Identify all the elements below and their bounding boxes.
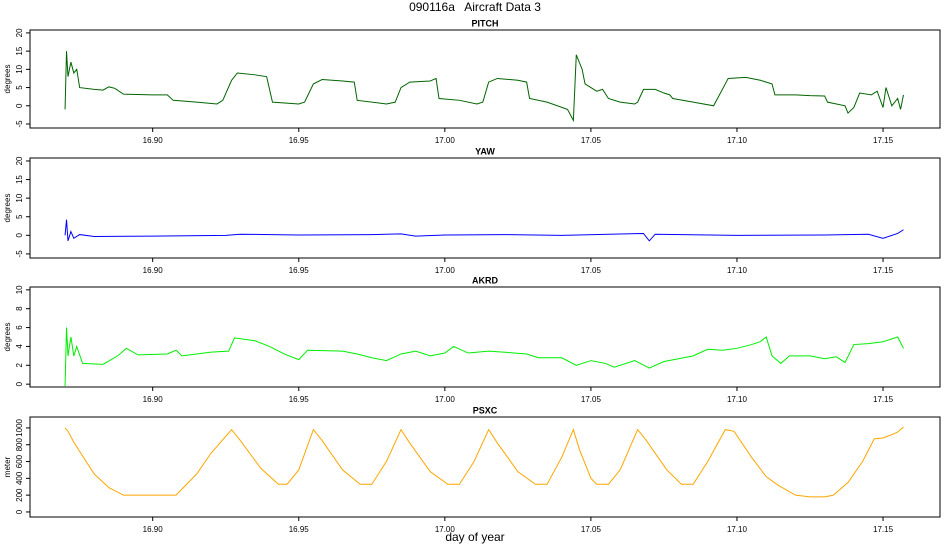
x-tick-label: 17.00	[435, 525, 456, 534]
y-tick-label: 20	[15, 28, 24, 37]
x-tick-label: 17.00	[435, 266, 456, 275]
x-tick-label: 17.05	[581, 525, 602, 534]
x-tick-label: 17.15	[873, 136, 894, 145]
x-tick-label: 16.90	[143, 395, 164, 404]
x-tick-label: 16.95	[289, 266, 310, 275]
x-tick-label: 17.05	[581, 266, 602, 275]
plot-frame	[29, 416, 941, 518]
data-line	[64, 327, 904, 387]
y-tick-label: 1000	[15, 418, 24, 436]
y-tick-label: 8	[15, 306, 24, 311]
y-tick-label: 0	[15, 509, 24, 514]
chart-title: 090116a Aircraft Data 3	[409, 0, 541, 14]
y-tick-label: -5	[15, 250, 24, 258]
x-axis-label: day of year	[445, 530, 504, 544]
x-tick-label: 16.95	[289, 395, 310, 404]
y-tick-label: 2	[15, 363, 24, 368]
x-tick-label: 17.05	[581, 395, 602, 404]
x-tick-label: 17.05	[581, 136, 602, 145]
y-tick-label: 5	[15, 85, 24, 90]
x-tick-label: 17.10	[727, 136, 748, 145]
x-tick-label: 17.10	[727, 525, 748, 534]
panel-title: PSXC	[473, 405, 498, 415]
y-tick-label: 20	[15, 156, 24, 165]
y-axis-label: degrees	[3, 65, 12, 94]
y-tick-label: 400	[15, 471, 24, 485]
x-tick-label: 16.90	[143, 136, 164, 145]
y-axis-label: degrees	[3, 323, 12, 352]
x-tick-label: 16.90	[143, 266, 164, 275]
y-tick-label: 0	[15, 103, 24, 108]
y-tick-label: 4	[15, 344, 24, 349]
y-tick-label: 800	[15, 438, 24, 452]
plot-frame	[29, 286, 941, 388]
x-tick-label: 17.15	[873, 395, 894, 404]
data-line	[64, 426, 904, 498]
x-tick-label: 17.00	[435, 136, 456, 145]
plot-frame	[29, 157, 941, 259]
x-tick-label: 17.15	[873, 525, 894, 534]
y-tick-label: -5	[15, 120, 24, 128]
y-tick-label: 0	[15, 381, 24, 386]
y-tick-label: 0	[15, 233, 24, 238]
x-tick-label: 17.10	[727, 266, 748, 275]
y-tick-label: 600	[15, 454, 24, 468]
x-tick-label: 16.95	[289, 525, 310, 534]
x-tick-label: 17.00	[435, 395, 456, 404]
panel-title: PITCH	[472, 18, 499, 28]
plot-frame	[29, 29, 941, 129]
x-tick-label: 17.10	[727, 395, 748, 404]
data-line	[64, 51, 904, 123]
x-tick-label: 16.95	[289, 136, 310, 145]
y-tick-label: 15	[15, 175, 24, 184]
panel-title: YAW	[475, 146, 495, 156]
y-tick-label: 10	[15, 64, 24, 73]
y-tick-label: 10	[15, 285, 24, 294]
y-tick-label: 6	[15, 325, 24, 330]
y-tick-label: 200	[15, 488, 24, 502]
data-line	[64, 219, 904, 242]
x-tick-label: 16.90	[143, 525, 164, 534]
panel-title: AKRD	[472, 275, 498, 285]
x-tick-label: 17.15	[873, 266, 894, 275]
y-tick-label: 10	[15, 193, 24, 202]
y-tick-label: 15	[15, 46, 24, 55]
y-tick-label: 5	[15, 214, 24, 219]
y-axis-label: degrees	[3, 194, 12, 223]
y-axis-label: meter	[3, 456, 12, 477]
